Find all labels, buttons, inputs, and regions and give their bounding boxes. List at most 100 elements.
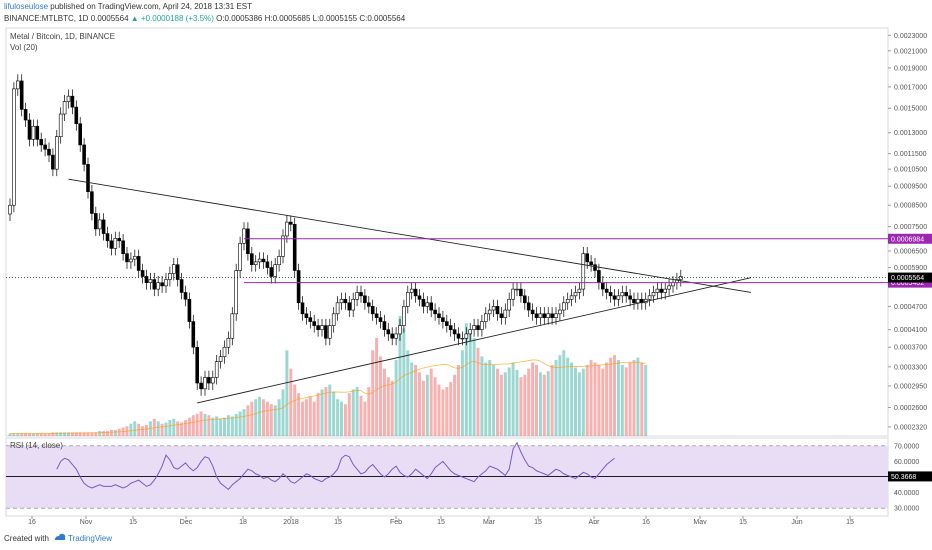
candle	[156, 275, 160, 297]
rsi-current-tag	[888, 471, 932, 482]
candle	[246, 222, 250, 261]
volume-bar	[593, 362, 597, 436]
candle-body	[402, 306, 406, 326]
candle-body	[363, 295, 367, 304]
candle	[565, 292, 570, 310]
candle-body	[487, 309, 492, 315]
candle-body	[561, 302, 566, 311]
volume-bar	[102, 431, 106, 436]
volume-bar	[527, 368, 531, 436]
price-tick-label: 0.0009500	[894, 184, 927, 191]
candle-body	[437, 313, 441, 318]
candle-body	[612, 295, 617, 300]
candle-body	[554, 313, 558, 318]
candle-body	[90, 191, 94, 214]
candle	[218, 350, 223, 369]
author-link[interactable]: lifuloseulose	[4, 2, 49, 11]
candle	[19, 74, 24, 117]
candle-body	[546, 313, 551, 318]
candle-body	[663, 288, 668, 293]
candle-body	[39, 139, 44, 146]
candle	[74, 100, 79, 131]
candle-body	[476, 325, 480, 331]
candle-body	[82, 144, 86, 165]
candle-body	[144, 276, 149, 283]
candle	[86, 157, 90, 199]
volume-bar	[386, 377, 390, 436]
rsi-line	[56, 441, 615, 491]
price-tick-label: 0.0017000	[894, 84, 927, 91]
time-tick-label: Apr	[589, 519, 601, 524]
last-price: 0.0005564	[90, 14, 129, 23]
rsi-current-label: 50.3668	[891, 474, 916, 481]
volume-bar	[363, 401, 367, 436]
candle-body	[550, 313, 554, 318]
candle	[121, 234, 125, 261]
volume-bar	[605, 362, 609, 436]
volume-bar	[234, 413, 238, 436]
candle	[351, 292, 356, 318]
candle	[288, 215, 293, 232]
volume-bar	[141, 426, 145, 436]
candle	[308, 310, 313, 329]
candle	[47, 142, 51, 163]
volume-bar	[226, 415, 230, 436]
candle	[561, 296, 566, 318]
candle-body	[230, 313, 235, 339]
candle	[94, 206, 98, 236]
volume-bar	[246, 405, 250, 436]
candle	[136, 249, 141, 278]
candle-body	[175, 264, 180, 280]
candle-body	[160, 282, 164, 287]
candle-body	[429, 302, 434, 311]
candle	[168, 266, 172, 287]
volume-bar	[503, 372, 507, 436]
time-tick-label: Jun	[791, 519, 802, 524]
chart-header: lifuloseulose published on TradingView.c…	[0, 0, 932, 26]
candle	[480, 314, 484, 337]
candle	[620, 285, 625, 303]
candle-body	[27, 119, 32, 140]
candle	[538, 307, 543, 325]
volume-bar	[47, 433, 51, 436]
volume-bar	[164, 422, 168, 436]
candle	[160, 275, 164, 293]
up-arrow-icon: ▲	[130, 14, 139, 23]
candle-body	[152, 279, 157, 290]
candle-body	[558, 309, 562, 315]
rsi-tick-label: 40.0000	[894, 490, 919, 497]
volume-bar	[640, 362, 644, 436]
time-tick-label: 15	[334, 519, 342, 524]
time-tick-label: 2018	[283, 519, 299, 524]
candle-body	[183, 292, 188, 300]
volume-bar	[620, 364, 624, 436]
chart-area[interactable]: 0.0023000 0.0021000 0.0019000 0.0017000 0.00…	[0, 26, 932, 524]
current-price-label: 0.0005564	[891, 275, 924, 282]
trendline-lower	[197, 277, 752, 404]
candle-body	[600, 282, 605, 290]
candle	[409, 282, 414, 300]
price-tick-label: 0.0010500	[894, 167, 927, 174]
candle	[678, 269, 683, 287]
candle	[355, 285, 359, 307]
time-tick-label: May	[693, 519, 707, 524]
candle	[144, 269, 149, 290]
candle-body	[136, 256, 141, 271]
tradingview-brand[interactable]: TradingView	[68, 534, 113, 543]
rsi-band	[6, 445, 888, 509]
volume-bar	[546, 371, 550, 436]
volume-bar	[402, 328, 406, 436]
candle	[226, 331, 231, 355]
volume-bar	[106, 431, 109, 436]
candle	[129, 252, 133, 269]
volume-bar	[542, 374, 546, 436]
volume-bar	[152, 418, 156, 436]
price-chart[interactable]: 0.0023000 0.0021000 0.0019000 0.0017000 0.00…	[0, 26, 932, 524]
volume-bar	[63, 432, 67, 436]
candle	[339, 292, 344, 310]
candle	[519, 282, 523, 303]
candle-body	[246, 228, 250, 254]
candle-body	[66, 95, 71, 102]
candle	[292, 217, 297, 278]
volume-bar	[35, 433, 39, 436]
